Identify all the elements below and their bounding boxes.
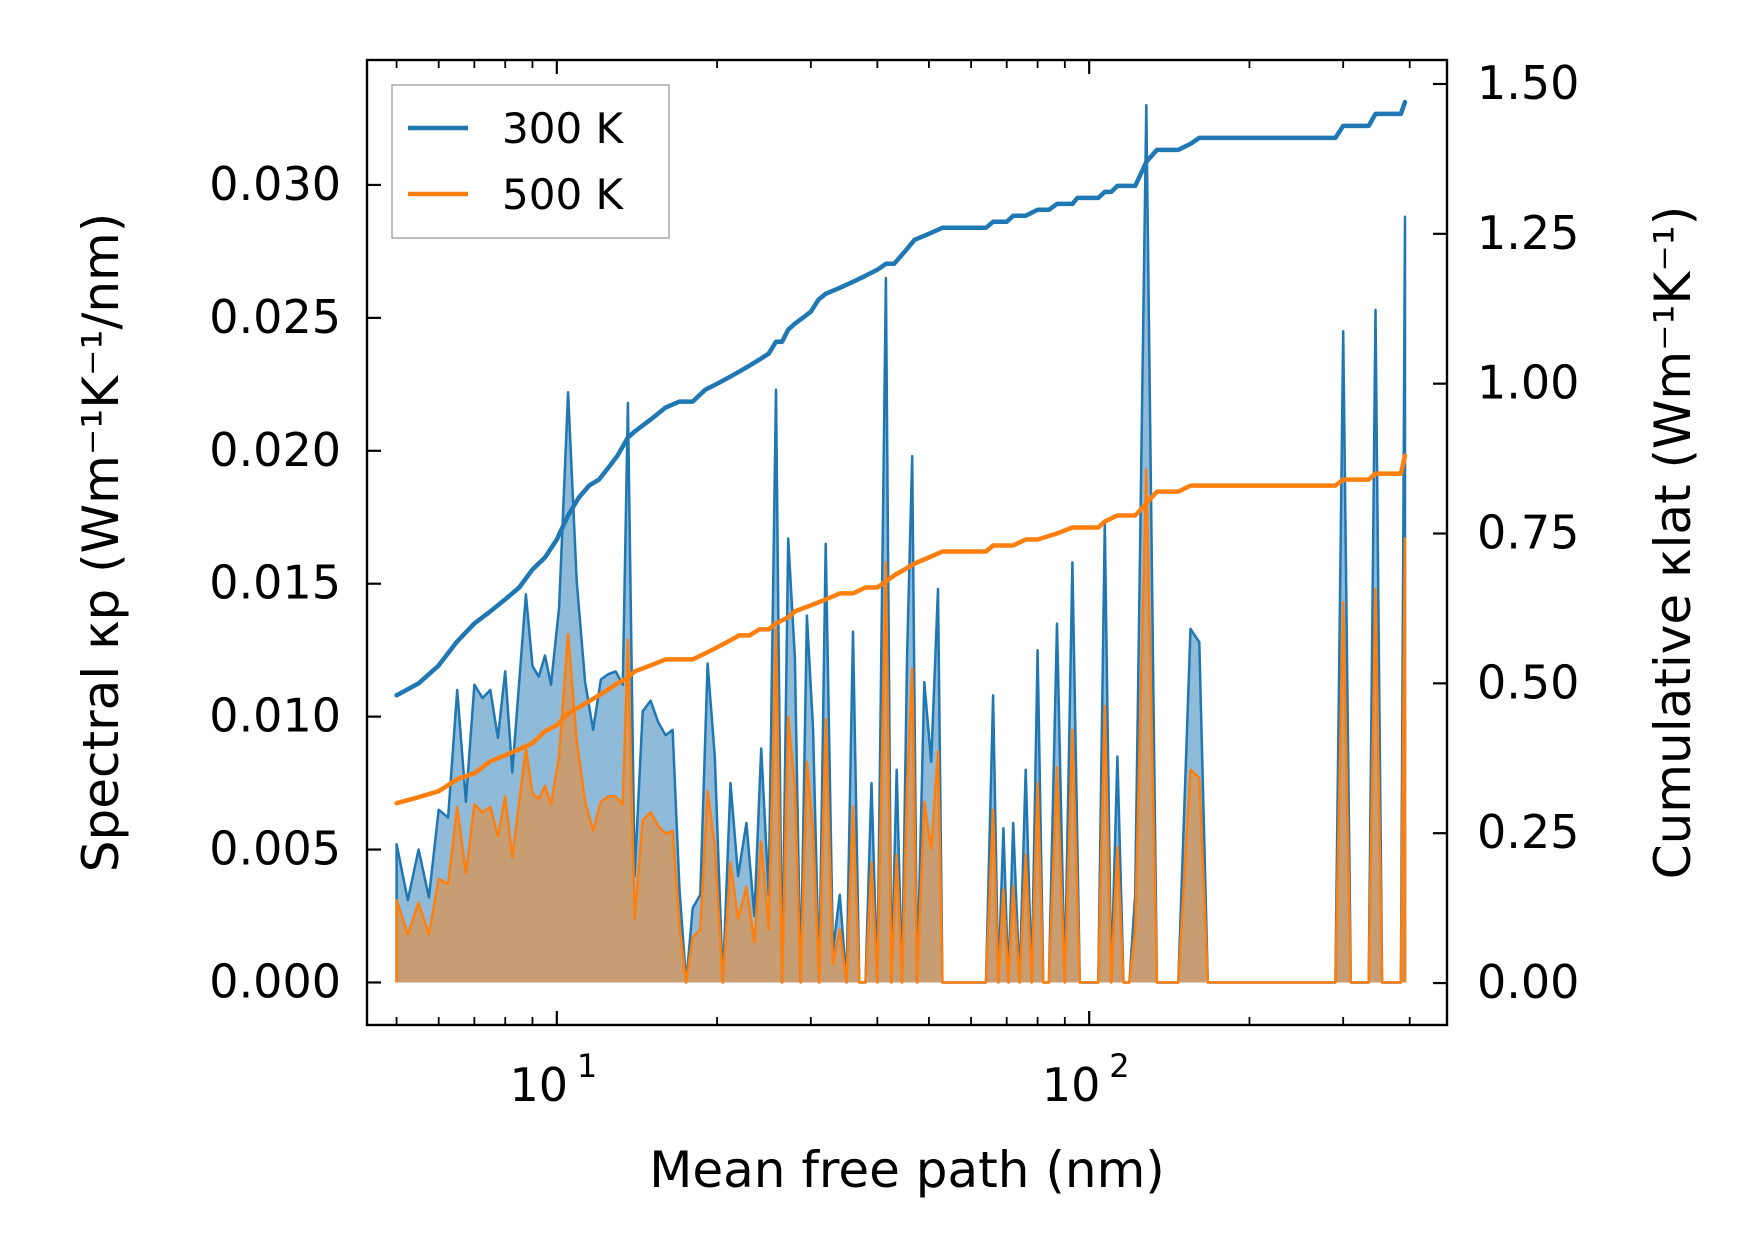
x-axis-label: Mean free path (nm) [649,1141,1165,1199]
cumulative-line-500k [394,453,1408,806]
x-tick-label: 10 [1042,1058,1101,1112]
x-tick-label: 10 [510,1058,569,1112]
cumulative-lines [394,99,1408,806]
right-tick-label: 1.00 [1477,356,1579,410]
right-axis-label: Cumulative κlat (Wm⁻¹K⁻¹) [1644,206,1702,880]
x-tick-exponent: 1 [577,1047,597,1085]
legend-label: 300 K [502,104,625,153]
right-tick-label: 0.75 [1477,506,1579,560]
left-axis-label: Spectral κp (Wm⁻¹K⁻¹/nm) [72,213,130,872]
left-tick-label: 0.010 [209,689,341,743]
left-tick-label: 0.005 [209,822,341,876]
spectral-line-500k [395,468,1407,984]
right-tick-label: 0.00 [1477,955,1579,1009]
axes: 0.000 0.005 0.010 0.015 0.020 0.025 0.030 0.00 0… [72,56,1702,1199]
legend-box [391,84,670,239]
legend: 300 K 500 K [391,84,670,239]
plot-frame [365,58,1449,1027]
left-tick-label: 0.000 [209,954,341,1008]
left-tick-label: 0.020 [209,423,341,477]
x-tick-exponent: 2 [1109,1047,1129,1085]
spectral-line-300k [395,103,1407,984]
legend-label: 500 K [502,170,625,219]
left-tick-label: 0.015 [209,556,341,610]
left-tick-label: 0.030 [209,157,341,211]
right-tick-label: 1.25 [1477,206,1579,260]
right-tick-label: 1.50 [1477,56,1579,110]
right-tick-label: 0.25 [1477,805,1579,859]
spectral-areas [395,103,1407,984]
right-tick-label: 0.50 [1477,655,1579,709]
cumulative-line-300k [394,99,1408,698]
spectral-area-500k [396,469,1406,983]
left-tick-label: 0.025 [209,290,341,344]
